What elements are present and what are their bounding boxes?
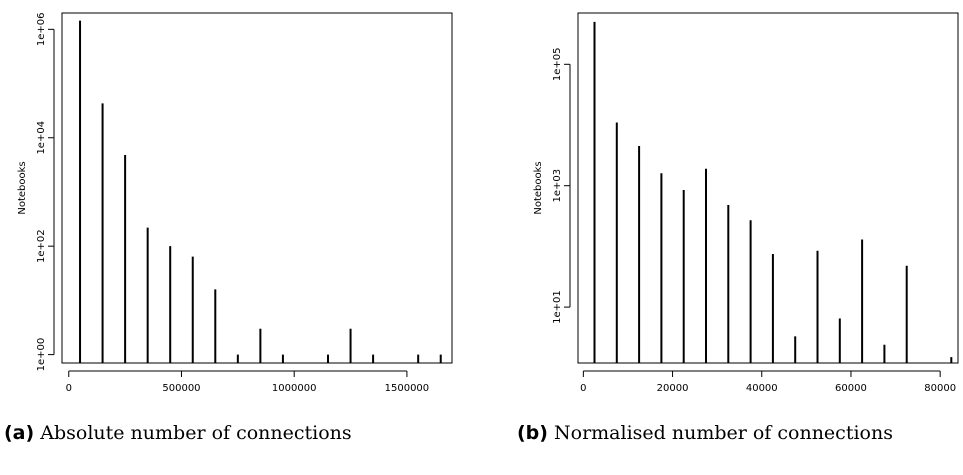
caption-b-label: (b) xyxy=(517,422,548,444)
chart-absolute-connections: 0 500000 1000000 1500000 1e+00 1e+02 1e+04 1e+0… xyxy=(17,12,453,394)
caption-b: (b) Normalised number of connections xyxy=(517,422,893,444)
caption-a-label: (a) xyxy=(4,422,35,444)
x-tick-label: 20000 xyxy=(657,383,689,394)
caption-a: (a) Absolute number of connections xyxy=(4,422,352,444)
plot-frame xyxy=(577,12,959,364)
y-tick-label: 1e+05 xyxy=(552,47,563,81)
y-tick-label: 1e+03 xyxy=(552,169,563,203)
plot-frame xyxy=(61,12,453,364)
x-tick-label: 1000000 xyxy=(272,383,317,394)
y-tick-label: 1e+00 xyxy=(36,338,47,372)
y-tick-label: 1e+01 xyxy=(552,290,563,324)
x-tick-label: 60000 xyxy=(835,383,867,394)
x-tick-label: 0 xyxy=(580,383,586,394)
caption-a-text: Absolute number of connections xyxy=(34,422,352,444)
x-tick-label: 80000 xyxy=(924,383,956,394)
x-tick-label: 1500000 xyxy=(385,383,430,394)
x-tick-label: 0 xyxy=(66,383,72,394)
y-axis-label: Notebooks xyxy=(533,161,544,214)
y-tick-label: 1e+02 xyxy=(36,229,47,263)
y-tick-label: 1e+04 xyxy=(36,121,47,155)
chart-normalised-connections: 0 20000 40000 60000 80000 1e+01 1e+03 1e+05 Note… xyxy=(533,12,959,394)
x-tick-label: 500000 xyxy=(162,383,200,394)
caption-b-text: Normalised number of connections xyxy=(547,422,893,444)
y-axis-label: Notebooks xyxy=(17,161,28,214)
y-tick-label: 1e+06 xyxy=(36,13,47,47)
x-tick-label: 40000 xyxy=(746,383,778,394)
